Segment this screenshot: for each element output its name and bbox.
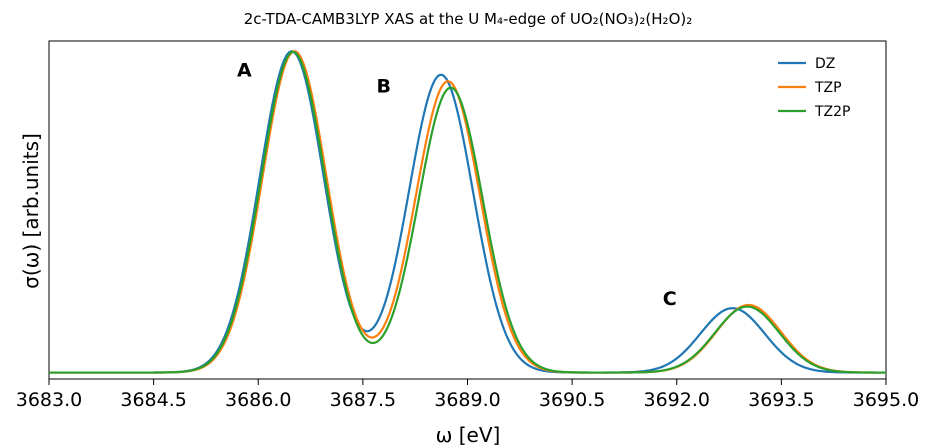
series-line-tzp (49, 50, 886, 374)
y-axis-label: σ(ω) [arb.units] (19, 133, 43, 289)
series-group (49, 50, 886, 374)
legend: DZ TZP TZ2P (778, 56, 851, 120)
x-tick-label: 3683.0 (16, 389, 82, 411)
legend-label-dz: DZ (815, 56, 835, 72)
x-ticks: 3683.0 3684.5 3686.0 3687.5 3689.0 3690.5 3692… (16, 379, 919, 411)
series-line-tz2p (49, 50, 886, 374)
legend-label-tzp: TZP (814, 80, 842, 96)
peak-label-a: A (237, 59, 252, 81)
x-tick-label: 3692.0 (644, 389, 710, 411)
x-tick-label: 3686.0 (225, 389, 291, 411)
x-tick-label: 3695.0 (853, 389, 919, 411)
series-line-dz (49, 50, 886, 374)
x-tick-label: 3693.5 (748, 389, 814, 411)
annotations: A B C (237, 59, 677, 310)
x-tick-label: 3690.5 (539, 389, 605, 411)
chart-title: 2c-TDA-CAMB3LYP XAS at the U M₄-edge of … (244, 10, 693, 28)
peak-label-b: B (377, 76, 391, 98)
x-tick-label: 3684.5 (120, 389, 186, 411)
legend-label-tz2p: TZ2P (814, 104, 851, 120)
x-tick-label: 3687.5 (330, 389, 396, 411)
peak-label-c: C (663, 288, 677, 310)
x-axis-label: ω [eV] (436, 423, 501, 446)
x-tick-label: 3689.0 (434, 389, 500, 411)
